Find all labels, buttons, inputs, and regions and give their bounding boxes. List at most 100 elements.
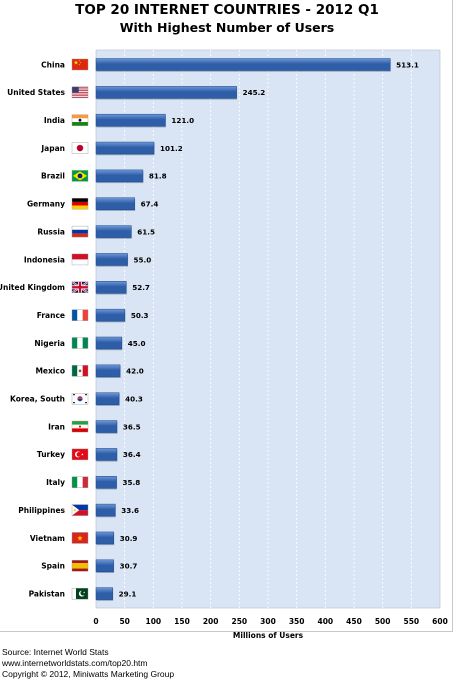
data-label: 61.5 <box>137 227 155 236</box>
data-label: 55.0 <box>134 255 152 264</box>
category-label: Turkey <box>37 450 65 459</box>
bar-turkey <box>95 448 118 461</box>
bar-korea-south <box>95 392 120 405</box>
data-label: 52.7 <box>132 283 150 292</box>
data-label: 33.6 <box>121 506 139 515</box>
data-label: 101.2 <box>160 144 183 153</box>
footer-source: Source: Internet World Stats <box>2 647 109 657</box>
x-tick-label: 100 <box>146 617 162 626</box>
x-tick-label: 150 <box>174 617 190 626</box>
nigeria-flag-icon <box>71 337 89 349</box>
x-tick-label: 300 <box>260 617 276 626</box>
germany-flag-icon <box>71 198 89 210</box>
data-label: 36.4 <box>123 450 141 459</box>
category-label: Indonesia <box>24 255 65 264</box>
category-label: Mexico <box>35 367 65 376</box>
category-label: Brazil <box>41 172 65 181</box>
category-label: Russia <box>37 227 65 236</box>
category-label: Korea, South <box>10 395 65 404</box>
data-label: 36.5 <box>123 422 141 431</box>
bar-india <box>95 113 166 127</box>
russia-flag-icon <box>71 225 89 238</box>
category-label: Pakistan <box>29 589 65 598</box>
data-label: 30.7 <box>120 562 138 571</box>
united-kingdom-flag-icon <box>71 280 89 294</box>
data-label: 67.4 <box>141 200 159 209</box>
bar-russia <box>95 225 132 238</box>
category-label: Spain <box>41 562 65 571</box>
data-label: 513.1 <box>396 60 419 69</box>
x-tick-label: 600 <box>432 617 448 626</box>
bar-japan <box>95 141 155 155</box>
france-flag-icon <box>71 309 89 321</box>
data-label: 29.1 <box>119 589 137 598</box>
category-label: Italy <box>46 478 65 487</box>
category-label: Germany <box>27 200 65 209</box>
chart-subtitle: With Highest Number of Users <box>119 20 335 35</box>
bar-indonesia <box>95 253 128 266</box>
chart-title: TOP 20 INTERNET COUNTRIES - 2012 Q1 <box>75 2 379 18</box>
category-label: India <box>44 116 65 125</box>
iran-flag-icon <box>71 420 89 433</box>
bar-spain <box>95 559 114 573</box>
category-label: France <box>37 311 65 320</box>
italy-flag-icon <box>71 476 89 488</box>
bar-united-kingdom <box>95 281 127 294</box>
japan-flag-icon <box>71 142 89 154</box>
x-tick-label: 400 <box>318 617 334 626</box>
bar-vietnam <box>95 531 114 545</box>
data-label: 35.8 <box>123 478 141 487</box>
india-flag-icon <box>71 114 89 126</box>
china-flag-icon <box>71 58 89 71</box>
brazil-flag-icon <box>71 170 89 182</box>
data-label: 45.0 <box>128 339 146 348</box>
bar-nigeria <box>95 336 123 350</box>
plot-area <box>95 49 441 609</box>
category-label: Philippines <box>18 506 65 515</box>
indonesia-flag-icon <box>71 253 89 266</box>
united-states-flag-icon <box>71 86 89 99</box>
data-label: 42.0 <box>126 367 144 376</box>
vietnam-flag-icon <box>71 532 89 544</box>
category-label: Iran <box>48 422 65 431</box>
x-tick-label: 200 <box>203 617 219 626</box>
footer-url: www.internetworldstats.com/top20.htm <box>2 658 148 668</box>
bar-brazil <box>95 169 144 183</box>
x-axis-label: Millions of Users <box>233 631 304 640</box>
bar-italy <box>95 476 117 489</box>
bar-pakistan <box>95 587 113 600</box>
x-tick-label: 550 <box>404 617 420 626</box>
spain-flag-icon <box>71 560 89 572</box>
data-label: 245.2 <box>243 88 266 97</box>
x-tick-label: 0 <box>93 617 98 626</box>
bar-chart: 513.1 245.2 121.0 101.2 81.8 67.4 61.5 55.0 52.7… <box>0 49 448 640</box>
philippines-flag-icon <box>71 504 89 516</box>
korea-south-flag-icon <box>71 393 89 405</box>
bar-philippines <box>95 503 116 517</box>
data-label: 30.9 <box>120 534 138 543</box>
footer-copyright: Copyright © 2012, Miniwatts Marketing Gr… <box>2 669 175 679</box>
bar-united-states <box>95 86 237 99</box>
chart-frame <box>0 0 453 632</box>
category-label: China <box>41 60 65 69</box>
x-tick-label: 500 <box>375 617 391 626</box>
category-label: United Kingdom <box>0 283 65 292</box>
category-label: Nigeria <box>34 339 65 348</box>
mexico-flag-icon <box>71 365 89 377</box>
bar-mexico <box>95 364 121 378</box>
data-label: 40.3 <box>125 395 143 404</box>
data-label: 81.8 <box>149 172 167 181</box>
pakistan-flag-icon <box>71 587 89 600</box>
category-label: United States <box>7 88 65 97</box>
x-tick-label: 350 <box>289 617 305 626</box>
x-tick-label: 250 <box>232 617 248 626</box>
bar-iran <box>95 420 118 433</box>
data-label: 50.3 <box>131 311 149 320</box>
bar-china <box>95 58 391 71</box>
x-tick-label: 450 <box>346 617 362 626</box>
category-label: Japan <box>40 144 65 153</box>
x-tick-label: 50 <box>119 617 129 626</box>
bar-france <box>95 308 126 322</box>
turkey-flag-icon <box>71 448 89 461</box>
data-label: 121.0 <box>171 116 194 125</box>
